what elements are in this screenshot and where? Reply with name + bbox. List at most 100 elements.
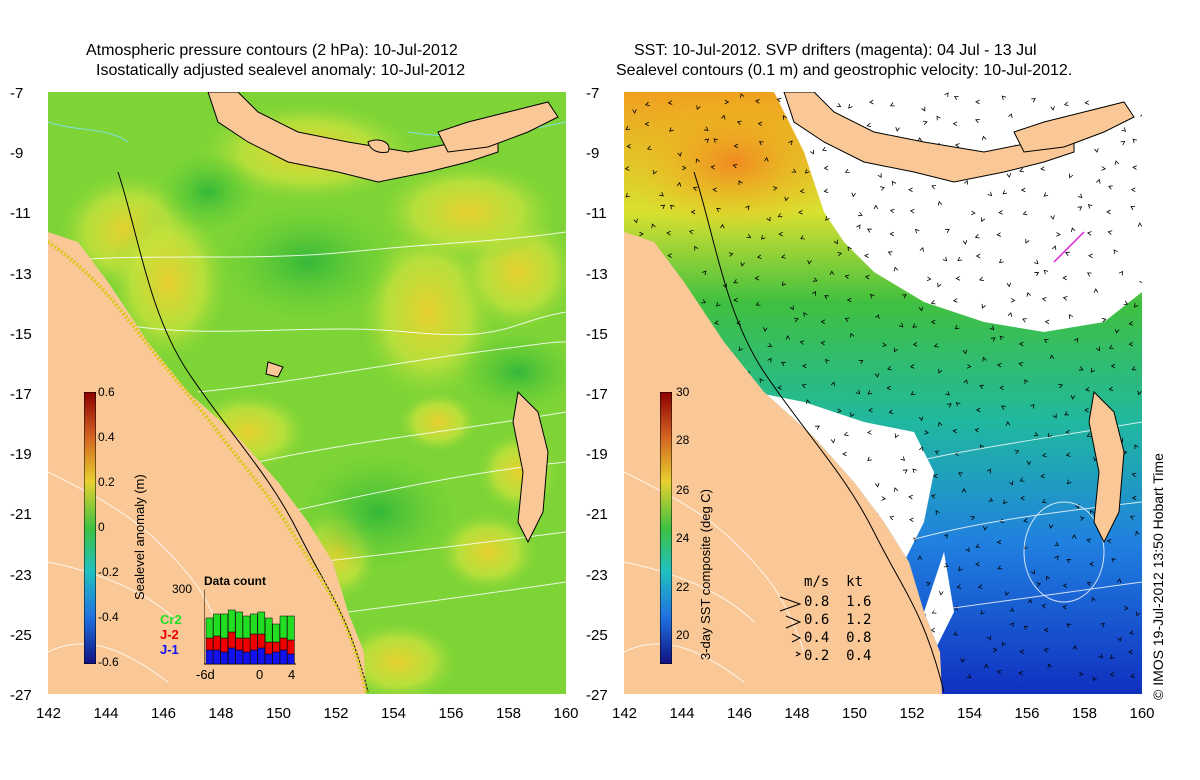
velocity-arrow xyxy=(889,231,894,237)
velocity-arrow xyxy=(918,416,924,422)
velocity-arrow xyxy=(639,231,644,237)
velocity-arrow xyxy=(1130,206,1136,211)
velocity-arrow xyxy=(712,187,717,192)
velocity-arrow xyxy=(891,180,897,186)
data-count-bar xyxy=(250,649,258,665)
velocity-arrow xyxy=(945,391,950,396)
lat-tick-right: -23 xyxy=(586,566,608,584)
velocity-arrow xyxy=(1003,499,1008,505)
velocity-arrow xyxy=(1098,653,1104,658)
velocity-arrow xyxy=(1108,386,1114,392)
velocity-arrow xyxy=(856,224,861,230)
velocity-arrow xyxy=(676,181,682,187)
velocity-arrow xyxy=(1107,230,1113,235)
velocity-arrow xyxy=(1086,538,1092,543)
velocity-arrow xyxy=(1137,390,1142,396)
velocity-arrow xyxy=(652,169,658,175)
data-count-bar xyxy=(272,623,280,643)
velocity-arrow xyxy=(889,102,895,107)
velocity-arrow xyxy=(1108,344,1114,349)
velocity-arrow xyxy=(874,373,880,378)
data-count-xtick: -6d xyxy=(196,667,215,682)
sealevel-anomaly-map xyxy=(48,92,566,694)
velocity-arrow xyxy=(953,95,959,101)
velocity-arrow xyxy=(1031,98,1036,103)
data-count-bar xyxy=(227,647,236,665)
velocity-arrow xyxy=(942,256,948,262)
velocity-arrow xyxy=(1018,670,1023,676)
velocity-arrow xyxy=(1131,472,1137,478)
velocity-arrow xyxy=(837,252,843,257)
velocity-arrow xyxy=(1071,227,1076,233)
velocity-arrow xyxy=(989,325,995,331)
velocity-arrow xyxy=(799,340,805,345)
velocity-arrow xyxy=(998,258,1004,264)
velocity-arrow xyxy=(1093,288,1099,293)
velocity-arrow xyxy=(974,234,980,239)
lon-tick-left: 146 xyxy=(151,705,177,722)
velocity-arrow xyxy=(669,127,674,132)
velocity-arrow xyxy=(1114,328,1120,334)
velocity-arrow xyxy=(823,188,829,194)
velocity-arrow xyxy=(847,246,852,252)
velocity-arrow xyxy=(714,320,719,325)
velocity-arrow xyxy=(746,233,752,238)
velocity-arrow xyxy=(986,635,991,641)
velocity-arrow xyxy=(777,213,783,218)
data-count-bar xyxy=(213,649,221,665)
velocity-arrow xyxy=(1026,460,1032,466)
velocity-arrow xyxy=(1069,173,1074,179)
sst-colorbar-tick: 30 xyxy=(676,385,690,399)
velocity-arrow xyxy=(1063,101,1069,106)
velocity-arrow xyxy=(1044,319,1050,325)
velocity-arrow xyxy=(919,446,924,452)
velocity-arrow xyxy=(1036,582,1042,587)
velocity-arrow xyxy=(1014,449,1020,455)
velocity-arrow xyxy=(1101,166,1107,171)
lat-tick-left: -19 xyxy=(10,446,32,464)
velocity-arrow xyxy=(1034,271,1040,277)
velocity-arrow xyxy=(866,122,872,128)
velocity-arrow xyxy=(930,319,936,325)
velocity-arrow xyxy=(1132,165,1137,170)
sealevel-colorbar-tick: -0.4 xyxy=(98,610,119,624)
velocity-arrow xyxy=(1139,279,1142,285)
data-count-bar xyxy=(272,641,280,653)
imos-credit: © IMOS 19-Jul-2012 13:50 Hobart Time xyxy=(1150,453,1166,700)
velocity-arrow xyxy=(1040,166,1045,171)
data-count-bar xyxy=(287,653,295,665)
velocity-arrow xyxy=(1074,337,1079,343)
lon-tick-left: 160 xyxy=(553,705,579,722)
velocity-arrow xyxy=(868,407,873,413)
velocity-arrow xyxy=(724,99,730,105)
velocity-arrow xyxy=(851,192,856,198)
velocity-arrow xyxy=(736,120,742,125)
data-count-bar xyxy=(264,653,273,665)
velocity-arrow xyxy=(1000,405,1006,410)
velocity-arrow xyxy=(1052,245,1057,251)
velocity-arrow xyxy=(651,223,656,229)
velocity-arrow xyxy=(986,468,992,474)
velocity-arrow xyxy=(921,106,926,112)
velocity-arrow xyxy=(996,539,1002,545)
velocity-arrow xyxy=(1096,178,1101,184)
velocity-arrow xyxy=(1009,622,1015,628)
lon-tick-right: 152 xyxy=(899,705,925,722)
velocity-arrow xyxy=(767,357,772,363)
velocity-arrow xyxy=(982,135,987,141)
velocity-arrow xyxy=(633,218,638,224)
velocity-arrow xyxy=(1136,611,1141,617)
velocity-arrow xyxy=(955,276,961,281)
velocity-arrow xyxy=(626,143,632,149)
velocity-arrow xyxy=(789,305,794,311)
velocity-arrow xyxy=(837,408,842,413)
velocity-arrow xyxy=(1020,187,1026,193)
velocity-arrow xyxy=(945,228,950,233)
velocity-arrow xyxy=(1033,431,1039,437)
data-count-title: Data count xyxy=(204,574,267,588)
sst-map xyxy=(624,92,1142,694)
velocity-arrow xyxy=(1068,314,1074,319)
velocity-arrow xyxy=(887,365,892,371)
velocity-arrow xyxy=(1062,296,1068,301)
velocity-arrow xyxy=(873,204,879,210)
